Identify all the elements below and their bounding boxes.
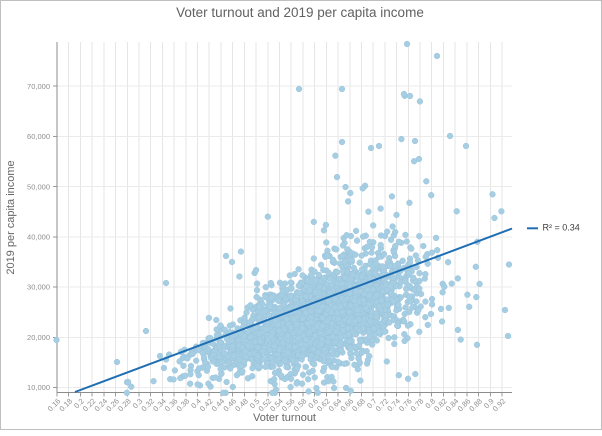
svg-text:70,000: 70,000 [27,82,50,91]
svg-text:2019 per capita income: 2019 per capita income [5,160,17,274]
svg-text:0.58: 0.58 [292,397,309,414]
svg-text:0.18: 0.18 [57,397,74,414]
svg-text:0.92: 0.92 [491,397,508,414]
svg-text:Voter turnout and 2019 per cap: Voter turnout and 2019 per capita income [176,5,424,20]
svg-text:0.48: 0.48 [233,397,250,414]
svg-text:0.88: 0.88 [467,397,484,414]
svg-text:20,000: 20,000 [27,333,50,342]
svg-text:40,000: 40,000 [27,233,50,242]
svg-text:50,000: 50,000 [27,182,50,191]
svg-text:R² = 0.34: R² = 0.34 [543,223,580,233]
svg-text:60,000: 60,000 [27,132,50,141]
svg-text:0.28: 0.28 [116,397,133,414]
svg-text:10,000: 10,000 [27,383,50,392]
svg-text:0.68: 0.68 [350,397,367,414]
svg-text:30,000: 30,000 [27,283,50,292]
svg-text:0.38: 0.38 [175,397,192,414]
svg-text:Voter turnout: Voter turnout [253,412,316,424]
svg-text:0.78: 0.78 [409,397,426,414]
